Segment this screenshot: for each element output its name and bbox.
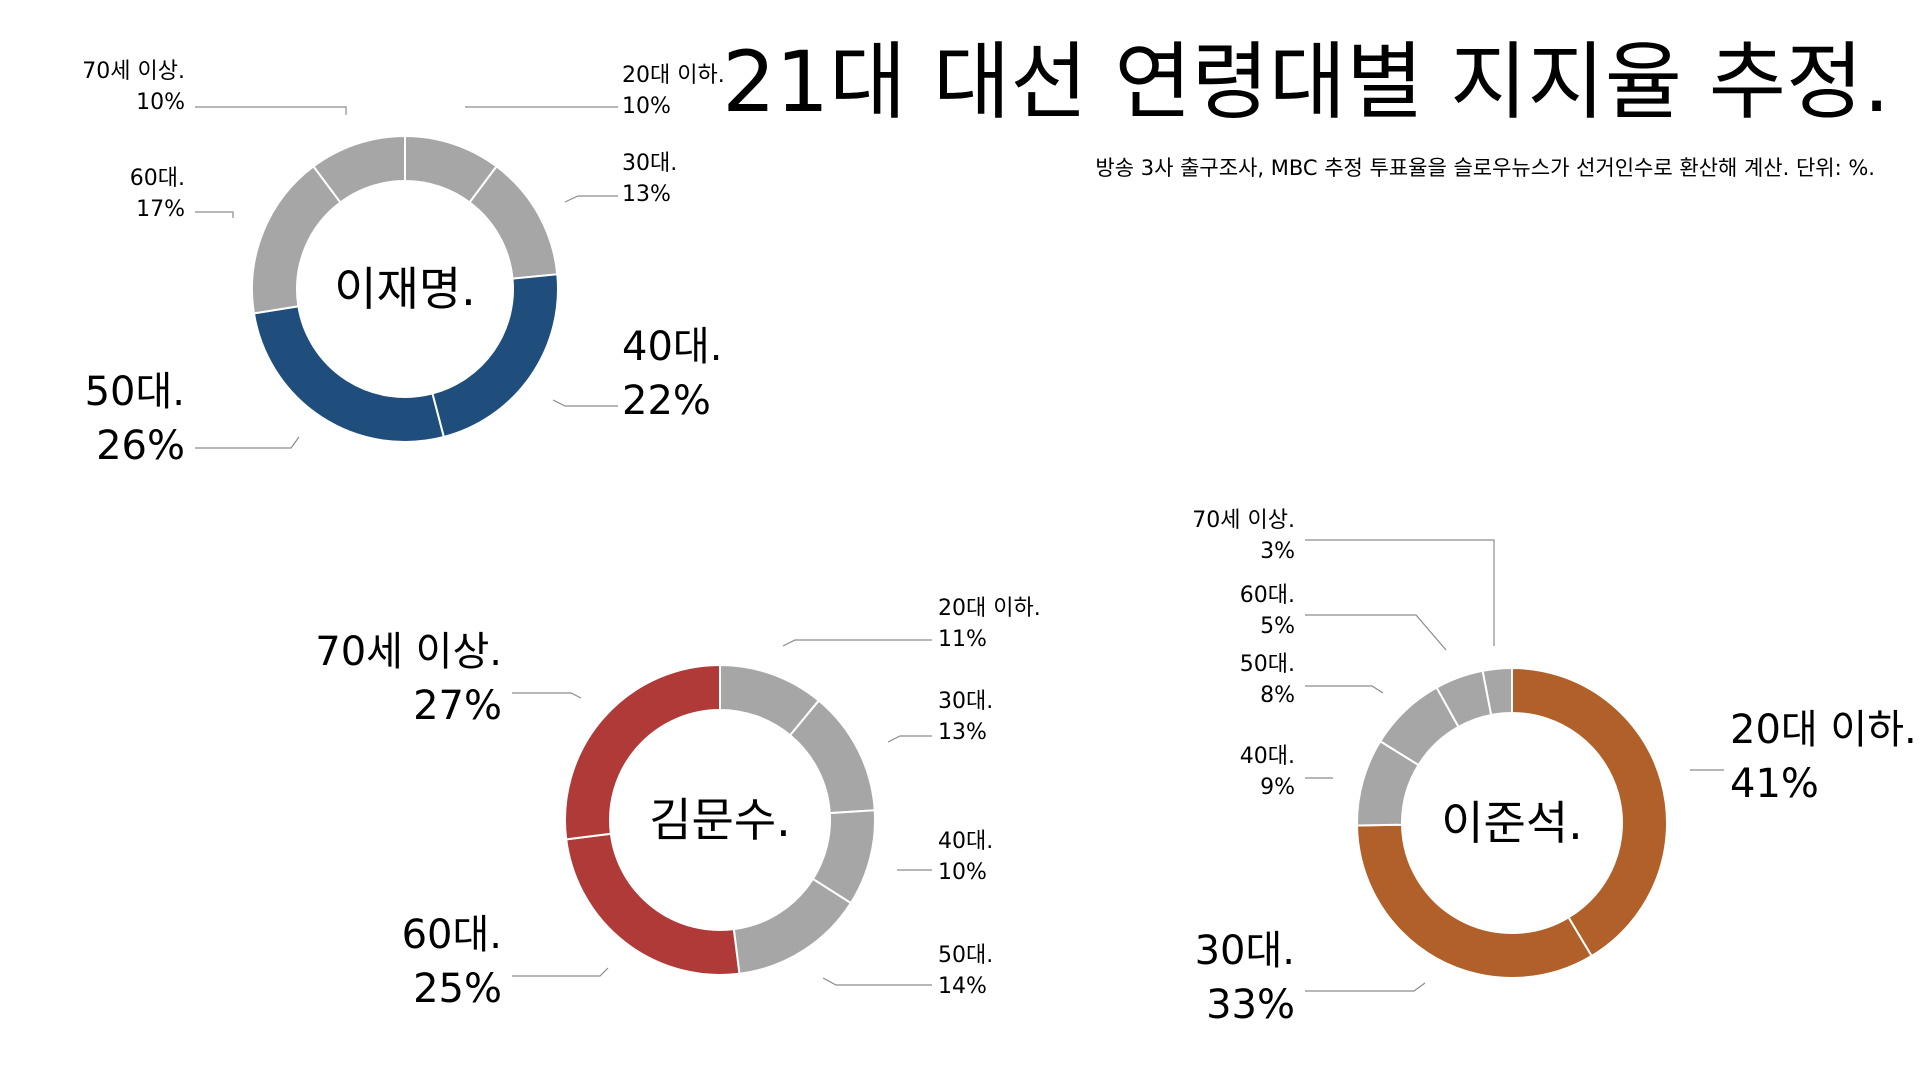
donut-center-label: 이재명. <box>334 262 476 316</box>
donut-center-label: 이준석. <box>1441 796 1583 850</box>
leader-line <box>1305 685 1384 694</box>
slice-category-label: 20대 이하. <box>938 596 1041 621</box>
leader-line <box>887 735 932 743</box>
slice-category-label: 40대. <box>622 324 722 370</box>
donut-slice <box>1481 666 1513 717</box>
leader-line <box>564 195 618 203</box>
slice-value-label: 9% <box>1260 775 1295 800</box>
leader-line <box>1305 614 1447 651</box>
slice-value-label: 11% <box>938 627 987 652</box>
leader-line <box>512 967 609 977</box>
leader-line <box>1305 539 1495 646</box>
chart-title: 21대 대선 연령대별 지지율 추정. <box>722 33 1890 131</box>
slice-category-label: 60대. <box>1240 583 1295 608</box>
slice-value-label: 41% <box>1730 761 1819 807</box>
leader-line <box>195 436 300 449</box>
slice-value-label: 14% <box>938 974 987 999</box>
slice-value-label: 10% <box>136 90 185 115</box>
leader-line <box>195 106 347 115</box>
donut-slice <box>565 832 741 976</box>
slice-category-label: 20대 이하. <box>1730 707 1917 753</box>
leader-line <box>1305 982 1426 992</box>
slice-category-label: 30대. <box>938 689 993 714</box>
donut-slice <box>252 305 446 443</box>
slice-value-label: 3% <box>1260 539 1295 564</box>
slice-category-label: 30대. <box>622 151 677 176</box>
slice-category-label: 70세 이상. <box>1192 508 1295 533</box>
donut-slice <box>1511 666 1668 958</box>
slice-category-label: 20대 이하. <box>622 63 725 88</box>
slice-value-label: 8% <box>1260 683 1295 708</box>
donut-slice <box>1356 823 1593 979</box>
slice-category-label: 30대. <box>1195 928 1295 974</box>
slice-category-label: 60대. <box>130 166 185 191</box>
donut-slice <box>468 164 559 280</box>
slice-category-label: 50대. <box>85 369 185 415</box>
leader-line <box>782 639 932 647</box>
slice-value-label: 17% <box>136 197 185 222</box>
slice-category-label: 60대. <box>402 912 502 958</box>
leader-line <box>195 211 234 218</box>
slice-value-label: 13% <box>938 720 987 745</box>
leader-line <box>822 977 932 986</box>
slice-category-label: 40대. <box>938 829 993 854</box>
slice-category-label: 40대. <box>1240 744 1295 769</box>
slice-value-label: 22% <box>622 378 711 424</box>
slice-category-label: 50대. <box>1240 652 1295 677</box>
donut-slice <box>251 164 342 315</box>
slice-value-label: 10% <box>938 860 987 885</box>
slice-value-label: 27% <box>413 683 502 729</box>
donut-slice <box>312 134 406 204</box>
slice-value-label: 13% <box>622 182 671 207</box>
donut-slice <box>732 877 853 975</box>
chart-subtitle: 방송 3사 출구조사, MBC 추정 투표율을 슬로우뉴스가 선거인수로 환산해… <box>1095 156 1875 180</box>
slice-value-label: 33% <box>1206 982 1295 1028</box>
leader-line <box>512 692 582 699</box>
slice-category-label: 50대. <box>938 943 993 968</box>
slice-value-label: 10% <box>622 94 671 119</box>
slice-category-label: 70세 이상. <box>82 59 185 84</box>
donut-chart-3: 이준석. 20대 이하. 41% 30대. 33% 40대. 9% 50대. 8% 60대. 5% 7… <box>1192 508 1916 1028</box>
slice-category-label: 70세 이상. <box>315 629 502 675</box>
donut-chart-1: 이재명. 20대 이하. 10% 30대. 13% 40대. 22% 50대. 26% 60대. 1… <box>82 59 724 469</box>
donut-center-label: 김문수. <box>649 793 791 847</box>
leader-line <box>552 399 618 407</box>
slice-value-label: 26% <box>96 423 185 469</box>
slice-value-label: 5% <box>1260 614 1295 639</box>
donut-slice <box>564 663 721 841</box>
slice-value-label: 25% <box>413 966 502 1012</box>
donut-chart-2: 김문수. 20대 이하. 11% 30대. 13% 40대. 10% 50대. 14% 60대. 2… <box>315 596 1040 1012</box>
